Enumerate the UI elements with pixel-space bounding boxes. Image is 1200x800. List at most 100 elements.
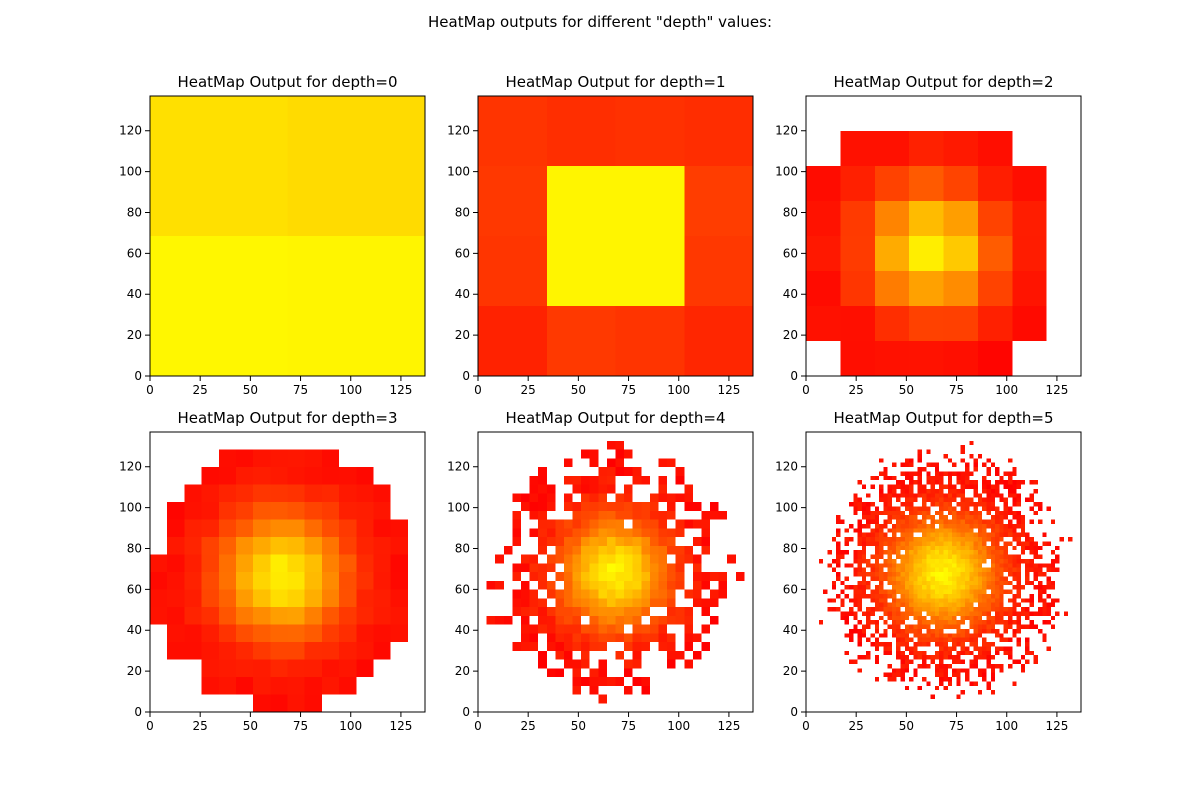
subplot-depth-0: HeatMap Output for depth=00 25 50 75 100 1250… xyxy=(119,73,426,397)
heatmap-cell xyxy=(922,506,927,511)
heatmap-cell xyxy=(857,567,862,573)
heatmap-cell xyxy=(939,655,944,660)
heatmap-cell xyxy=(900,528,905,533)
heatmap-cell xyxy=(943,615,948,621)
heatmap-cell xyxy=(900,480,905,485)
heatmap-cell xyxy=(913,668,918,673)
heatmap-cell xyxy=(684,659,693,669)
heatmap-cell xyxy=(692,502,702,511)
heatmap-cell xyxy=(1038,545,1043,551)
heatmap-cell xyxy=(658,554,668,564)
heatmap-cell xyxy=(1025,659,1030,664)
heatmap-cell xyxy=(952,497,957,503)
heatmap-cell xyxy=(321,449,340,468)
heatmap-cell xyxy=(934,611,940,616)
heatmap-cell xyxy=(986,502,991,507)
heatmap-cell xyxy=(909,515,914,520)
heatmap-cell xyxy=(973,615,978,621)
heatmap-cell xyxy=(150,236,288,377)
heatmap-cell xyxy=(1046,541,1051,546)
heatmap-cell xyxy=(973,628,978,634)
heatmap-cell xyxy=(934,655,940,660)
heatmap-cell xyxy=(879,567,884,573)
heatmap-cell xyxy=(964,593,970,599)
heatmap-cell xyxy=(1007,523,1013,529)
heatmap-cell xyxy=(909,475,914,481)
heatmap-cell xyxy=(909,541,914,546)
heatmap-cell xyxy=(870,554,875,559)
heatmap-cell xyxy=(930,550,935,555)
heatmap-cell xyxy=(939,471,944,476)
heatmap-cell xyxy=(900,484,905,489)
heatmap-cell xyxy=(606,677,616,686)
heatmap-cell xyxy=(977,519,983,524)
heatmap-cell xyxy=(922,532,927,538)
heatmap-cell xyxy=(982,580,987,586)
heatmap-cell xyxy=(589,493,599,503)
heatmap-cell xyxy=(598,668,607,678)
heatmap-cell xyxy=(546,633,556,643)
heatmap-cell xyxy=(874,519,880,524)
heatmap-cell xyxy=(503,615,513,625)
heatmap-cell xyxy=(667,598,676,608)
heatmap-cell xyxy=(270,502,288,520)
heatmap-cell xyxy=(990,558,996,564)
heatmap-cell xyxy=(1042,585,1047,590)
heatmap-cell xyxy=(1029,624,1034,629)
heatmap-cell xyxy=(977,672,983,678)
heatmap-cell xyxy=(891,593,897,599)
heatmap-cell xyxy=(952,611,957,616)
heatmap-cell xyxy=(930,462,935,468)
heatmap-cell xyxy=(861,611,867,616)
heatmap-cell xyxy=(982,519,987,524)
heatmap-cell xyxy=(977,563,983,568)
heatmap-cell xyxy=(1020,598,1026,603)
heatmap-cell xyxy=(1055,545,1060,551)
heatmap-cell xyxy=(952,545,957,551)
heatmap-cell xyxy=(632,510,642,520)
heatmap-cell xyxy=(883,646,888,651)
heatmap-cell xyxy=(373,537,391,555)
heatmap-cell xyxy=(990,484,996,489)
heatmap-cell xyxy=(913,550,918,555)
heatmap-cell xyxy=(896,541,901,546)
heatmap-cell xyxy=(891,602,897,608)
heatmap-cell xyxy=(701,580,711,590)
heatmap-cell xyxy=(900,655,905,660)
heatmap-cell xyxy=(995,563,1000,568)
heatmap-cell xyxy=(563,615,573,625)
heatmap-cell xyxy=(930,598,935,603)
heatmap-cell xyxy=(836,515,841,520)
heatmap-cell xyxy=(982,488,987,494)
heatmap-cell xyxy=(818,558,824,564)
heatmap-cell xyxy=(373,572,391,590)
heatmap-cell xyxy=(926,528,931,533)
heatmap-cell xyxy=(960,532,966,538)
heatmap-cell xyxy=(999,615,1004,621)
heatmap-cell xyxy=(973,480,978,485)
heatmap-cell xyxy=(990,567,996,573)
heatmap-cell xyxy=(943,633,948,638)
heatmap-cell xyxy=(853,611,858,616)
heatmap-cell xyxy=(973,646,978,651)
heatmap-cell xyxy=(999,580,1004,586)
heatmap-cell xyxy=(896,515,901,520)
heatmap-cell xyxy=(909,558,914,564)
heatmap-cell xyxy=(512,572,521,581)
heatmap-cell xyxy=(891,624,897,629)
subplot-title-depth-1: HeatMap Output for depth=1 xyxy=(505,73,725,91)
heatmap-cell xyxy=(964,497,970,503)
heatmap-cell xyxy=(538,572,547,581)
heatmap-cell xyxy=(982,462,987,468)
heatmap-cell xyxy=(857,602,862,608)
heatmap-cell xyxy=(581,502,590,511)
heatmap-cell xyxy=(1038,593,1043,599)
heatmap-cell xyxy=(990,519,996,524)
heatmap-cell xyxy=(201,677,219,695)
heatmap-cell xyxy=(969,637,974,643)
y-tick-label: 20 xyxy=(783,664,798,678)
heatmap-cell xyxy=(982,528,987,533)
heatmap-cell xyxy=(917,572,923,577)
heatmap-cell xyxy=(581,580,590,590)
heatmap-cell xyxy=(555,633,564,643)
